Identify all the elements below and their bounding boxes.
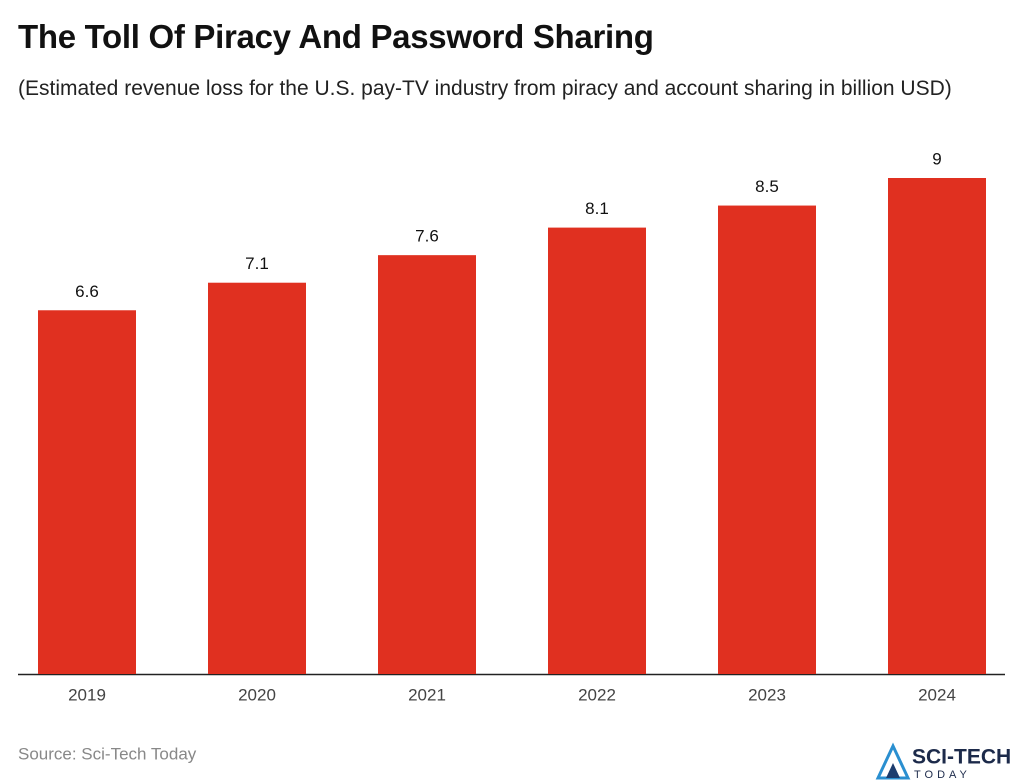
x-tick-label: 2023 xyxy=(748,685,786,704)
data-label: 9 xyxy=(932,149,941,168)
data-label: 7.6 xyxy=(415,227,439,246)
source: Source: Sci-Tech Today xyxy=(18,744,197,763)
logo: SCI-TECH TODAY xyxy=(875,742,1011,781)
x-tick-label: 2021 xyxy=(408,685,446,704)
data-label: 6.6 xyxy=(75,282,99,301)
data-label: 8.5 xyxy=(755,177,779,196)
x-tick-label: 2024 xyxy=(918,685,956,704)
bar xyxy=(888,178,986,674)
chart-title: The Toll Of Piracy And Password Sharing xyxy=(18,18,654,55)
chart-subtitle: (Estimated revenue loss for the U.S. pay… xyxy=(18,77,952,100)
logo-icon-inner xyxy=(886,763,900,778)
logo-text: SCI-TECH xyxy=(912,746,1011,769)
bar xyxy=(548,227,646,674)
bar xyxy=(378,255,476,674)
bar xyxy=(718,205,816,675)
x-tick-label: 2022 xyxy=(578,685,616,704)
logo-subtext: TODAY xyxy=(914,769,971,781)
bar xyxy=(38,310,136,674)
bar xyxy=(208,282,306,674)
data-label: 7.1 xyxy=(245,254,269,273)
x-tick-label: 2020 xyxy=(238,685,276,704)
data-label: 8.1 xyxy=(585,199,609,218)
x-tick-label: 2019 xyxy=(68,685,106,704)
